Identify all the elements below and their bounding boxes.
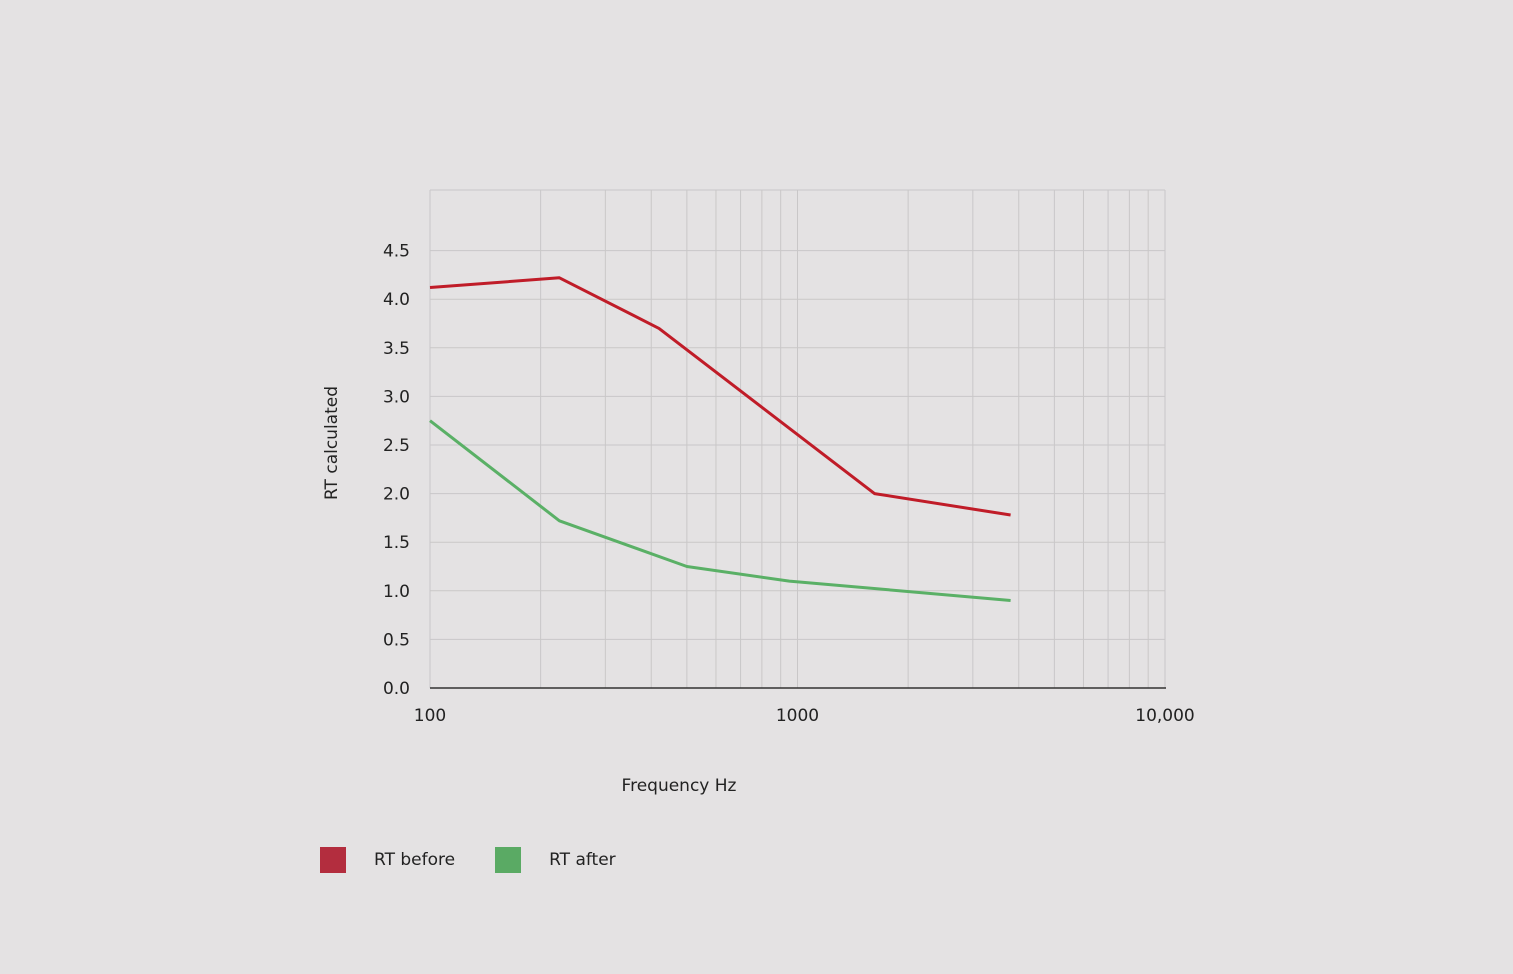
y-tick-label: 3.0 [383, 387, 410, 407]
y-tick-label: 0.5 [383, 630, 410, 650]
series-line-rt-before [429, 276, 1011, 517]
y-tick-label: 0.0 [383, 679, 410, 699]
y-tick-label: 4.5 [383, 242, 410, 262]
y-tick-label: 1.0 [383, 582, 410, 602]
legend-label-rt-after: RT after [549, 850, 616, 870]
x-tick-label: 10,000 [1135, 706, 1194, 726]
series-line-rt-after [429, 419, 1011, 602]
grid-layer [429, 189, 1166, 688]
y-tick-label: 2.5 [383, 436, 410, 456]
legend-swatch-rt-after [495, 847, 522, 873]
chart-legend: RT before RT after [320, 847, 656, 873]
y-tick-label: 2.0 [383, 485, 410, 505]
x-tick-label: 1000 [776, 706, 819, 726]
y-tick-label: 1.5 [383, 533, 410, 553]
x-tick-label: 100 [414, 706, 446, 726]
series-layer [429, 276, 1011, 602]
legend-label-rt-before: RT before [374, 850, 456, 870]
label-layer: 0.0 0.5 1.0 1.5 2.0 2.5 3.0 3.5 4.0 4.5 100 1000 10,… [322, 242, 1195, 796]
x-axis-title: Frequency Hz [622, 776, 737, 796]
legend-item-rt-after: RT after [495, 847, 616, 873]
y-axis-title: RT calculated [322, 386, 342, 500]
y-tick-label: 4.0 [383, 290, 410, 310]
legend-swatch-rt-before [320, 847, 346, 873]
y-tick-label: 3.5 [383, 339, 410, 359]
legend-item-rt-before: RT before [320, 847, 455, 873]
